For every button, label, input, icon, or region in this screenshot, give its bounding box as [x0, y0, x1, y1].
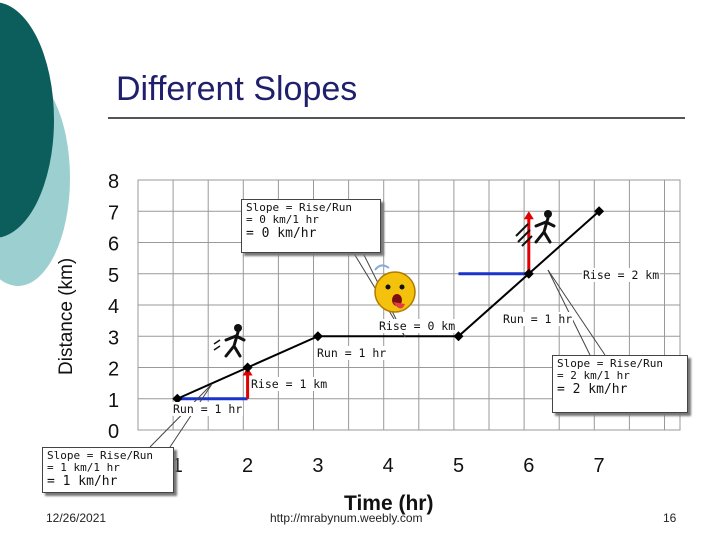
- y-tick-3: 3: [108, 327, 119, 349]
- run-label-2: Run = 1 hr: [502, 312, 574, 326]
- callout-middle-line2: = 0 km/1 hr: [246, 213, 319, 226]
- callout-middle-line1: Slope = Rise/Run: [246, 201, 352, 214]
- footer-url: http://mrabynum.weebly.com: [270, 511, 423, 525]
- series-line-0: [176, 210, 600, 400]
- rise-label-0: Rise = 0 km: [378, 319, 457, 333]
- callout-left-line2: = 1 km/1 hr: [47, 461, 120, 474]
- callout-right-line3: = 2 km/hr: [557, 382, 628, 397]
- slide-title: Different Slopes: [116, 70, 358, 108]
- data-point-2: [312, 331, 323, 342]
- rise-label-2: Rise = 2 km: [582, 268, 661, 282]
- x-tick-6: 6: [523, 455, 534, 477]
- footer-date: 12/26/2021: [46, 511, 107, 525]
- fast-runner-icon: [515, 210, 556, 247]
- rise-arrowhead-1: [523, 211, 534, 220]
- data-point-0: [172, 393, 183, 404]
- y-tick-labels: 0 1 2 3 4 5 6 7 8: [108, 171, 119, 443]
- pointer-right-b: [547, 269, 606, 356]
- x-tick-2: 2: [242, 455, 253, 477]
- runner-icon: [213, 324, 246, 358]
- tired-face-icon: [374, 264, 416, 313]
- slope-callout-middle: Slope = Rise/Run = 0 km/1 hr = 0 km/hr: [241, 199, 381, 253]
- callout-right-line2: = 2 km/1 hr: [557, 369, 630, 382]
- x-tick-5: 5: [453, 455, 464, 477]
- y-tick-1: 1: [108, 390, 119, 412]
- y-tick-4: 4: [108, 296, 119, 318]
- data-point-1: [242, 362, 253, 373]
- y-tick-6: 6: [108, 234, 119, 256]
- y-tick-8: 8: [108, 171, 119, 193]
- rise-label-1: Rise = 1 km: [250, 377, 329, 391]
- data-point-3: [453, 331, 464, 342]
- slope-callout-left: Slope = Rise/Run = 1 km/1 hr = 1 km/hr: [42, 447, 174, 493]
- deco-dark-circle: [0, 2, 54, 238]
- x-tick-3: 3: [312, 455, 323, 477]
- y-tick-7: 7: [108, 202, 119, 224]
- y-tick-0: 0: [108, 421, 119, 443]
- callout-middle-line3: = 0 km/hr: [246, 226, 317, 241]
- x-tick-4: 4: [383, 455, 394, 477]
- x-tick-labels: 1 2 3 4 5 6 7: [172, 455, 605, 477]
- x-axis-label: Time (hr): [344, 492, 434, 515]
- run-label-1: Run = 1 hr: [172, 402, 244, 416]
- chart-icons: [213, 210, 556, 358]
- callout-right-line1: Slope = Rise/Run: [557, 357, 663, 370]
- x-tick-1: 1: [172, 455, 183, 477]
- run-label-0: Run = 1 hr: [316, 346, 388, 360]
- y-tick-5: 5: [108, 265, 119, 287]
- chart-series: [172, 206, 605, 404]
- data-point-5: [594, 206, 605, 217]
- x-tick-7: 7: [594, 455, 605, 477]
- slope-callout-right: Slope = Rise/Run = 2 km/1 hr = 2 km/hr: [552, 355, 688, 413]
- y-tick-2: 2: [108, 359, 119, 381]
- callout-left-line1: Slope = Rise/Run: [47, 449, 153, 462]
- title-underline: [108, 117, 685, 119]
- page-number: 16: [663, 511, 677, 525]
- data-point-4: [523, 268, 534, 279]
- callout-left-line3: = 1 km/hr: [47, 474, 118, 489]
